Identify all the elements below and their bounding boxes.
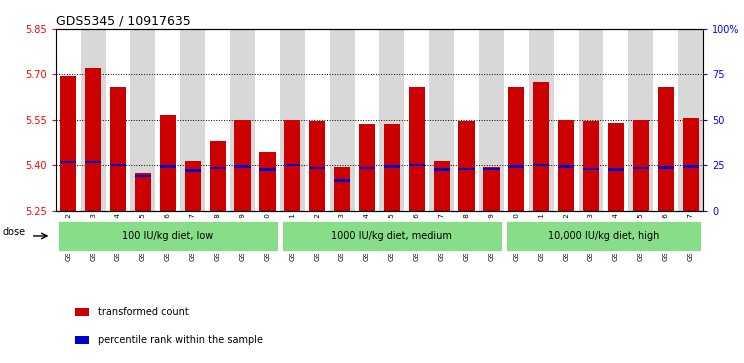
Bar — [160, 115, 176, 211]
Bar — [205, 29, 230, 211]
Bar — [429, 29, 454, 211]
Bar — [679, 29, 703, 211]
Text: dose: dose — [3, 227, 26, 237]
Bar — [379, 29, 404, 211]
Bar — [110, 86, 126, 211]
Bar — [682, 166, 699, 168]
Bar — [508, 86, 525, 211]
Bar — [632, 120, 649, 211]
Bar — [75, 335, 89, 344]
Bar — [234, 166, 251, 168]
Bar — [234, 120, 251, 211]
Bar — [80, 29, 106, 211]
Text: transformed count: transformed count — [98, 307, 189, 317]
Text: 1000 IU/kg diet, medium: 1000 IU/kg diet, medium — [331, 231, 452, 241]
Bar — [504, 29, 529, 211]
Bar — [603, 29, 629, 211]
Bar — [608, 168, 624, 171]
FancyBboxPatch shape — [281, 220, 503, 252]
Bar — [408, 86, 425, 211]
Bar — [135, 173, 151, 211]
FancyBboxPatch shape — [505, 220, 702, 252]
Bar — [130, 29, 155, 211]
Text: 100 IU/kg diet, low: 100 IU/kg diet, low — [122, 231, 214, 241]
Bar — [653, 29, 679, 211]
Bar — [434, 160, 450, 211]
Bar — [384, 124, 400, 211]
Bar — [56, 29, 80, 211]
Text: percentile rank within the sample: percentile rank within the sample — [98, 335, 263, 345]
Bar — [583, 121, 599, 211]
Bar — [533, 164, 549, 166]
Text: GDS5345 / 10917635: GDS5345 / 10917635 — [56, 15, 190, 28]
Bar — [330, 29, 355, 211]
Bar — [160, 166, 176, 168]
Bar — [210, 167, 225, 170]
Bar — [583, 168, 599, 170]
Bar — [210, 141, 225, 211]
FancyBboxPatch shape — [57, 220, 278, 252]
Bar — [60, 161, 77, 163]
Bar — [185, 169, 201, 171]
Bar — [309, 167, 325, 170]
Bar — [334, 167, 350, 211]
Bar — [682, 118, 699, 211]
Bar — [110, 164, 126, 166]
Bar — [85, 161, 101, 163]
Bar — [334, 179, 350, 182]
Bar — [230, 29, 255, 211]
Bar — [632, 167, 649, 170]
Bar — [280, 29, 305, 211]
Bar — [404, 29, 429, 211]
Bar — [309, 121, 325, 211]
Bar — [479, 29, 504, 211]
Bar — [185, 160, 201, 211]
Bar — [305, 29, 330, 211]
Bar — [284, 164, 301, 166]
Bar — [554, 29, 579, 211]
Bar — [384, 166, 400, 168]
Bar — [359, 124, 375, 211]
Bar — [458, 121, 475, 211]
Bar — [85, 68, 101, 211]
Bar — [533, 82, 549, 211]
Bar — [359, 167, 375, 170]
Bar — [155, 29, 180, 211]
Bar — [60, 76, 77, 211]
Bar — [508, 166, 525, 168]
Bar — [75, 308, 89, 316]
Bar — [579, 29, 603, 211]
Bar — [355, 29, 379, 211]
Bar — [629, 29, 653, 211]
Bar — [558, 120, 574, 211]
Bar — [180, 29, 205, 211]
Bar — [135, 175, 151, 177]
Bar — [260, 151, 275, 211]
Bar — [484, 168, 499, 170]
Bar — [260, 168, 275, 171]
Bar — [106, 29, 130, 211]
Bar — [484, 167, 499, 211]
Text: 10,000 IU/kg diet, high: 10,000 IU/kg diet, high — [548, 231, 659, 241]
Bar — [408, 164, 425, 166]
Bar — [458, 168, 475, 170]
Bar — [454, 29, 479, 211]
Bar — [558, 166, 574, 168]
Bar — [529, 29, 554, 211]
Bar — [255, 29, 280, 211]
Bar — [284, 120, 301, 211]
Bar — [658, 86, 674, 211]
Bar — [608, 123, 624, 211]
Bar — [434, 168, 450, 171]
Bar — [658, 166, 674, 169]
